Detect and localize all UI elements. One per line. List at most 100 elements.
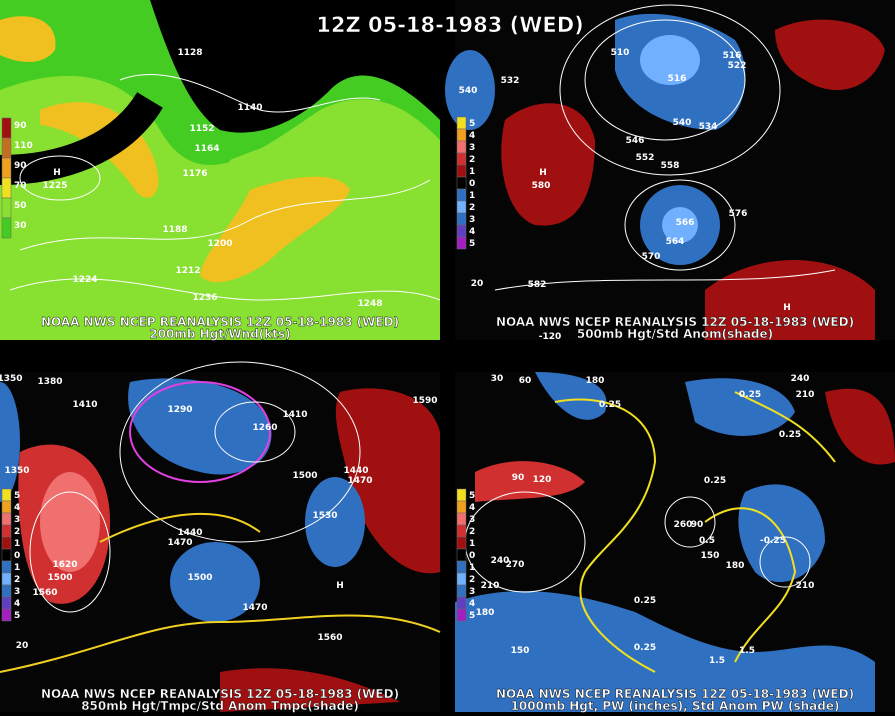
legend-swatch: [456, 128, 467, 142]
contour-label: 1560: [32, 588, 57, 598]
contour: [214, 401, 296, 463]
contour-label: 1164: [194, 144, 219, 154]
contour: [759, 536, 811, 588]
contour: [119, 361, 361, 543]
legend-swatch: [1, 488, 12, 502]
contour-label: 30: [491, 374, 504, 384]
legend-swatch: [1, 177, 12, 199]
legend-swatch: [456, 536, 467, 550]
panel-overlay: 5 4 3 2 1 0 1 2 3 4 5 1350 1380 1410 1290 1260 1410 1350 1…: [0, 374, 438, 713]
contour-label: 1500: [292, 471, 317, 481]
contour: [119, 74, 381, 113]
isotherm: [0, 614, 441, 673]
legend-label: 1: [469, 167, 475, 177]
contour-label: 1380: [37, 377, 62, 387]
contour-label: 240: [491, 556, 510, 566]
legend-label: 1: [469, 563, 475, 573]
pw-contour: [704, 507, 797, 663]
contour-label: 540: [459, 86, 478, 96]
contour-label: 1236: [192, 293, 217, 303]
legend-label: 0: [469, 179, 475, 189]
legend-swatch: [456, 548, 467, 562]
legend-swatch: [1, 560, 12, 574]
legend-swatch: [456, 212, 467, 226]
contour-label: 582: [528, 280, 547, 290]
legend-label: 3: [469, 215, 475, 225]
contour-label: 516: [668, 74, 687, 84]
panel-subcaption: 850mb Hgt/Tmpc/Std Anom Tmpc(shade): [81, 699, 359, 713]
contour: [29, 491, 111, 613]
legend-swatch: [1, 572, 12, 586]
contour-label: 1500: [187, 573, 212, 583]
calm-area: [150, 0, 440, 133]
contour-label: 120: [533, 475, 552, 485]
panel-caption: NOAA NWS NCEP REANALYSIS 12Z 05-18-1983 …: [41, 315, 399, 329]
contour-label: 0.5: [699, 536, 715, 546]
contour-label: 1440: [177, 528, 202, 538]
contour-label: 1.5: [709, 656, 725, 666]
legend-label: 30: [14, 221, 27, 231]
contour-label: 1470: [167, 538, 192, 548]
legend-label: 2: [14, 575, 20, 585]
legend-label: 1: [14, 539, 20, 549]
contour: [494, 269, 836, 291]
contour-label: 1470: [347, 476, 372, 486]
contour: [559, 4, 781, 176]
contour-label: -120: [539, 332, 562, 342]
contour-label: 180: [726, 561, 745, 571]
legend-label: 4: [469, 599, 475, 609]
contour-label: 576: [729, 209, 748, 219]
legend-swatch: [456, 488, 467, 502]
legend-label: 4: [14, 503, 20, 513]
contour-label: 566: [676, 218, 695, 228]
main-title: 12Z 05-18-1983 (WED): [316, 13, 584, 37]
contour-label: 180: [476, 608, 495, 618]
contour: [584, 19, 746, 141]
legend-swatch: [456, 164, 467, 178]
legend-swatch: [456, 224, 467, 238]
anomaly-positive: [501, 103, 595, 226]
contour-label: 1200: [207, 239, 232, 249]
anomaly-positive: [775, 19, 885, 90]
legend-swatch: [456, 200, 467, 214]
contour-label: 1560: [317, 633, 342, 643]
panel-subcaption: 200mb Hgt/Wnd(kts): [149, 327, 290, 341]
legend-label: 90: [14, 121, 27, 131]
legend-swatch: [1, 500, 12, 514]
contour-label: 1440: [343, 466, 368, 476]
anomaly-negative: [0, 382, 20, 502]
panel-caption: NOAA NWS NCEP REANALYSIS 12Z 05-18-1983 …: [41, 687, 399, 701]
contour-label: 1176: [182, 169, 207, 179]
contour-label: 20: [471, 279, 484, 289]
legend-label: 5: [14, 611, 20, 621]
isotherm: [99, 512, 261, 543]
pw-contour: [734, 391, 836, 463]
legend-label: 5: [469, 491, 475, 501]
contour-label: 510: [611, 48, 630, 58]
legend-swatch: [456, 152, 467, 166]
legend-swatch: [456, 116, 467, 130]
panel-500mb: [445, 0, 895, 340]
contour-label: 534: [699, 122, 718, 132]
contour-label: 1590: [412, 396, 437, 406]
isotherm: [129, 381, 271, 483]
contour-label: H: [53, 168, 61, 178]
legend-label: 0: [14, 551, 20, 561]
contour-label: 1212: [175, 266, 200, 276]
legend-swatch: [456, 560, 467, 574]
legend-label: 3: [469, 587, 475, 597]
contour-label: 1290: [167, 405, 192, 415]
legend-swatch: [1, 608, 12, 622]
contour-label: 1260: [252, 423, 277, 433]
contour-label: 1128: [177, 48, 202, 58]
anomaly-positive: [40, 472, 100, 572]
anomaly-negative: [445, 50, 495, 130]
panel-850mb: [0, 361, 441, 712]
legend-label: 90: [14, 161, 27, 171]
anomaly-negative: [305, 477, 365, 567]
legend-label: 4: [469, 503, 475, 513]
